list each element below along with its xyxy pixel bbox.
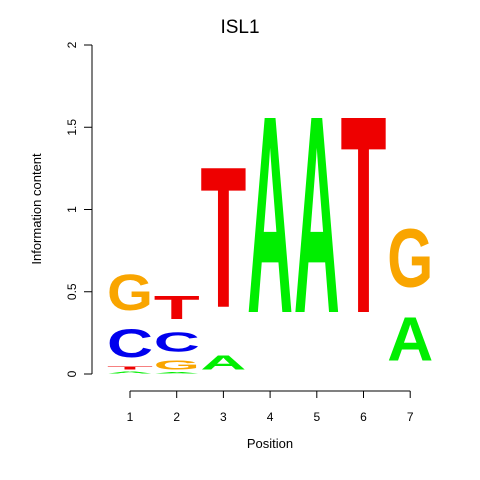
letter-stack-position-5: A	[294, 58, 340, 373]
y-tick-label: 0.5	[65, 283, 79, 300]
x-tick-label: 2	[173, 410, 180, 424]
x-tick-label: 4	[267, 410, 274, 424]
y-axis: 0 0.5 1 1.5 2	[65, 41, 92, 377]
letter-A-position-4: A	[247, 58, 293, 373]
letter-stack-position-4: A	[247, 58, 293, 373]
chart-title: ISL1	[220, 17, 259, 38]
x-tick-label: 1	[127, 410, 134, 424]
letter-T-position-1: T	[107, 366, 153, 371]
letter-G-position-2: G	[154, 358, 200, 373]
x-axis: 1 2 3 4 5 6 7	[127, 391, 414, 424]
letter-C-position-2: C	[154, 326, 200, 357]
letter-A-position-7: A	[387, 305, 433, 374]
letter-stack-position-6: T	[341, 56, 387, 372]
letter-A-position-3: A	[200, 351, 246, 374]
x-tick-label: 7	[407, 410, 414, 424]
y-tick-label: 0	[65, 370, 79, 377]
letter-G-position-1: G	[107, 264, 153, 322]
x-tick-label: 6	[360, 410, 367, 424]
letter-stack-position-3: AT	[200, 125, 246, 374]
y-tick-label: 1.5	[65, 119, 79, 136]
letter-A-position-5: A	[294, 58, 340, 373]
letter-G-position-7: G	[387, 211, 433, 305]
x-tick-label: 3	[220, 410, 227, 424]
y-tick-label: 1	[65, 206, 79, 213]
x-tick-label: 5	[313, 410, 320, 424]
letter-C-position-1: C	[107, 322, 153, 366]
letter-stack-position-7: AG	[387, 211, 433, 374]
letter-A-position-1: A	[107, 371, 153, 374]
letter-T-position-6: T	[341, 56, 387, 372]
y-tick-label: 2	[65, 41, 79, 48]
x-axis-label: Position	[247, 436, 293, 451]
letter-A-position-2: A	[154, 372, 200, 374]
letter-T-position-2: T	[154, 289, 200, 327]
letter-T-position-3: T	[200, 125, 246, 350]
y-axis-label: Information content	[29, 153, 44, 265]
